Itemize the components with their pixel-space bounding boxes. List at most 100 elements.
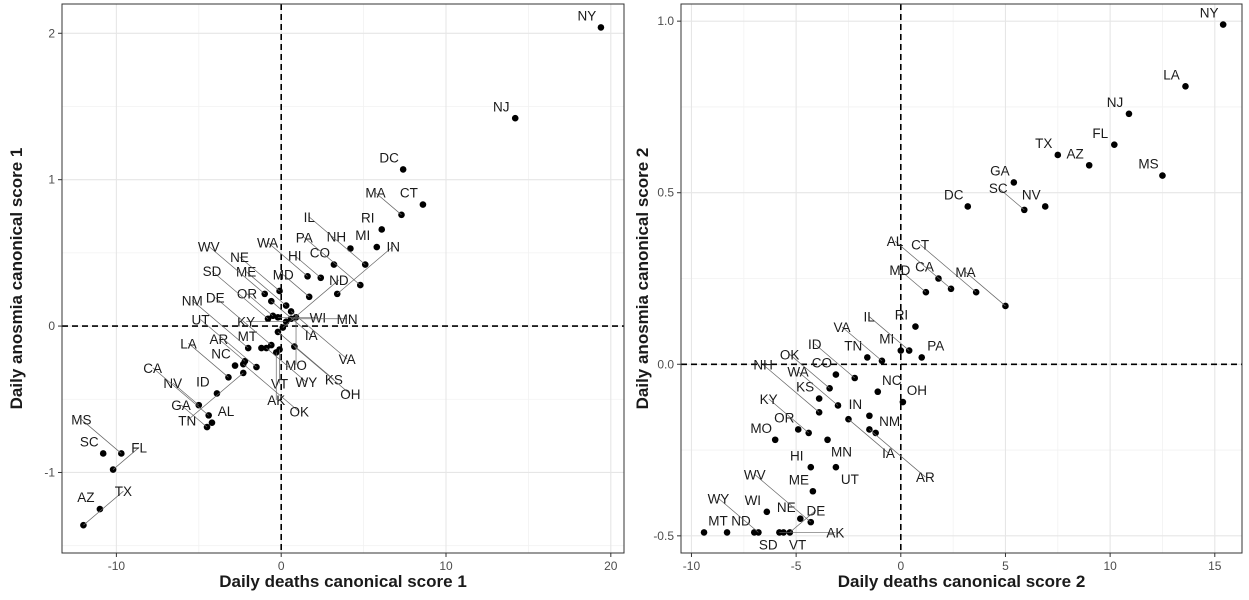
point-label-tx: TX [115,484,132,499]
point-ri [378,226,386,233]
point-sc [99,450,107,457]
label-leader-line [271,300,312,336]
label-leader-line [243,363,300,413]
point-label-va: VA [339,352,356,367]
point-mt [700,529,708,536]
point-nv [1041,203,1049,210]
point-label-md: MD [889,263,910,278]
point-label-tn: TN [844,339,862,354]
label-leader-line [919,244,977,293]
point-label-az: AZ [1067,146,1084,161]
label-leader-line [246,293,274,317]
point-label-me: ME [236,265,256,280]
point-label-wy: WY [295,375,317,390]
point-tx [1054,151,1062,159]
label-leader-line [187,372,244,421]
point-label-fl: FL [1092,126,1108,141]
point-label-co: CO [310,246,330,261]
point-label-nh: NH [327,230,347,245]
point-label-ny: NY [578,9,597,24]
point-label-tx: TX [1035,136,1052,151]
point-label-ia: IA [882,446,895,461]
y-tick-label: 0.5 [657,186,674,200]
y-tick-label: 1 [48,173,55,187]
point-dc [399,166,407,173]
point-nm [872,429,879,437]
label-leader-line [718,498,759,533]
point-label-or: OR [237,287,258,302]
point-label-il: IL [864,310,876,325]
point-label-nc: NC [882,373,902,388]
label-leader-line [814,343,855,379]
x-tick-label: 5 [1002,559,1009,573]
point-ga [1010,179,1018,186]
label-leader-line [294,346,351,395]
label-leader-line [290,311,348,360]
point-ny [1219,21,1227,28]
label-leader-line [309,216,366,265]
point-label-ne: NE [230,250,249,265]
point-label-nm: NM [182,293,203,308]
label-leader-line [998,187,1025,211]
label-leader-line [754,474,812,523]
point-mn [824,436,831,444]
y-tick-label: 2 [48,26,55,40]
point-al [208,419,216,427]
point-label-dc: DC [379,151,399,166]
point-label-de: DE [806,503,825,518]
point-label-vt: VT [271,377,288,392]
point-label-ca: CA [915,260,934,275]
point-co [330,261,338,268]
y-axis-title: Daily anosmia canonical score 1 [7,148,26,410]
point-mt [258,344,265,352]
point-nc [231,362,239,369]
x-tick-label: 10 [439,559,453,573]
point-label-me: ME [789,472,809,487]
point-label-wi: WI [310,310,327,325]
point-id [213,390,221,397]
point-ne [797,515,804,522]
point-label-ct: CT [400,186,418,201]
point-ms [1159,172,1166,179]
point-label-id: ID [196,375,210,390]
label-leader-line [266,347,307,383]
point-ri [912,323,919,330]
point-label-ky: KY [237,315,255,330]
point-label-nc: NC [211,347,231,362]
point-in [866,412,873,420]
point-label-mt: MT [708,514,728,529]
label-leader-line [83,490,124,526]
label-leader-line [282,274,310,298]
point-label-ga: GA [171,398,191,413]
point-label-ak: AK [267,393,285,408]
label-leader-line [277,331,335,380]
point-label-mi: MI [355,228,370,243]
point-label-ok: OK [290,405,310,420]
point-label-id: ID [808,337,822,352]
point-label-ms: MS [1138,157,1158,172]
point-pa [918,354,926,361]
label-leader-line [239,256,280,292]
x-tick-label: -10 [683,559,701,573]
point-sd [750,529,758,536]
panel-border [680,3,1243,554]
point-label-ia: IA [305,328,318,343]
point-oh [899,398,907,406]
x-tick-label: -10 [108,559,126,573]
point-label-sc: SC [80,435,99,450]
point-label-nj: NJ [1107,95,1124,110]
point-label-pa: PA [927,339,944,354]
point-ct [419,201,427,208]
point-label-wa: WA [787,364,808,379]
point-me [809,487,817,495]
point-label-pa: PA [296,230,313,245]
point-mo [771,436,779,444]
point-tn [864,354,871,361]
y-tick-label: 0 [48,319,55,333]
point-label-sd: SD [759,537,778,552]
label-leader-line [789,510,817,533]
point-label-mi: MI [879,332,894,347]
label-leader-line [218,338,246,362]
point-label-ri: RI [361,211,375,226]
